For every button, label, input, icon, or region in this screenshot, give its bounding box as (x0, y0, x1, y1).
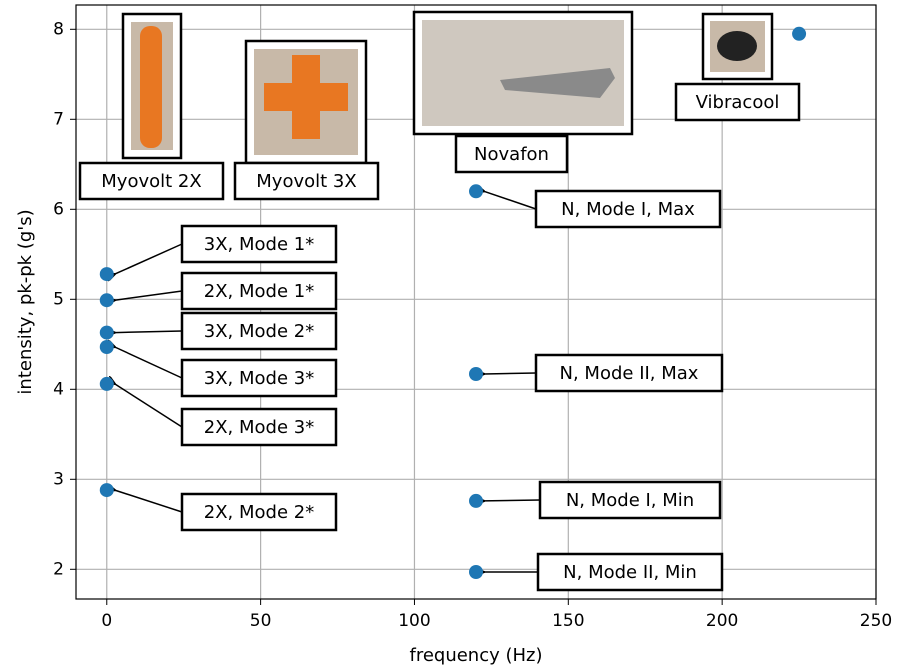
point (469, 367, 483, 381)
device-photos (123, 12, 772, 163)
point (100, 267, 114, 281)
annotation-arrow (115, 244, 182, 274)
point (100, 483, 114, 497)
y-tick-label: 3 (53, 469, 64, 489)
x-axis-title: frequency (Hz) (409, 645, 542, 666)
chart: frequency (Hz) intensity, pk-pk (g's) 0 5… (0, 0, 905, 668)
point-label: N, Mode I, Max (561, 199, 695, 220)
point (100, 293, 114, 307)
point-label: 2X, Mode 2* (204, 502, 314, 523)
x-tick-label: 0 (101, 611, 112, 631)
point (100, 377, 114, 391)
y-tick-label: 4 (53, 379, 64, 399)
point-label: 3X, Mode 1* (204, 234, 314, 255)
x-tick-label: 200 (706, 611, 738, 631)
x-tick-label: 150 (552, 611, 584, 631)
x-tick-label: 50 (250, 611, 272, 631)
annotation-arrow (484, 373, 536, 374)
x-tick-label: 250 (860, 611, 892, 631)
point (100, 340, 114, 354)
y-tick-label: 6 (53, 199, 64, 219)
y-tick-label: 2 (53, 559, 64, 579)
point (792, 27, 806, 41)
y-tick-label: 5 (53, 289, 64, 309)
annotation-arrow (484, 191, 536, 209)
point-label: 3X, Mode 2* (204, 321, 314, 342)
point-label: N, Mode I, Min (566, 490, 694, 511)
device-label: Vibracool (696, 92, 780, 113)
annotation-arrow (115, 384, 182, 427)
point-label: N, Mode II, Max (560, 363, 699, 384)
point-label: 2X, Mode 3* (204, 417, 314, 438)
y-axis-title: intensity, pk-pk (g's) (15, 209, 36, 394)
point (469, 184, 483, 198)
point-label: 2X, Mode 1* (204, 281, 314, 302)
point (469, 494, 483, 508)
annotation-arrow (115, 347, 182, 378)
annotation-arrow (115, 331, 182, 333)
point (100, 326, 114, 340)
point-label: 3X, Mode 3* (204, 368, 314, 389)
device-label: Novafon (474, 144, 549, 165)
point-label: N, Mode II, Min (563, 562, 697, 583)
y-tick-label: 8 (53, 19, 64, 39)
x-tick-label: 100 (398, 611, 430, 631)
device-label: Myovolt 2X (101, 171, 201, 192)
annotation-arrow (115, 490, 182, 512)
y-tick-label: 7 (53, 109, 64, 129)
point (469, 565, 483, 579)
device-label: Myovolt 3X (256, 171, 356, 192)
annotation-arrow (484, 500, 540, 501)
